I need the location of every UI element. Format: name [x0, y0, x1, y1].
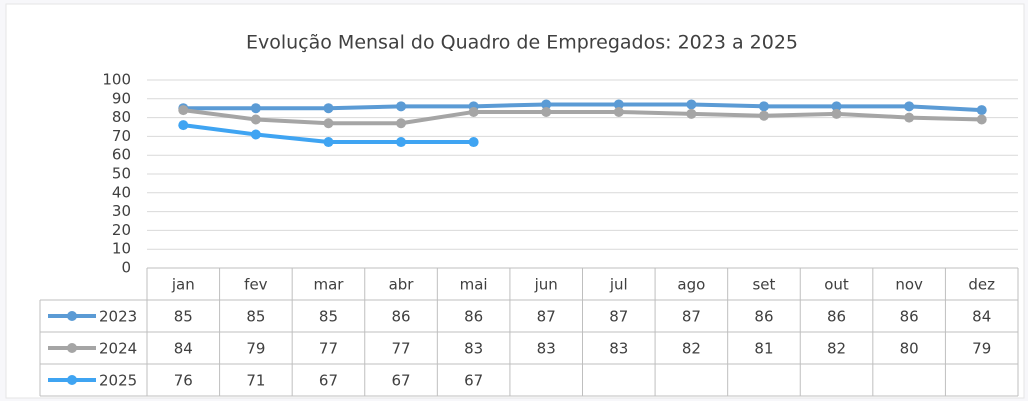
- x-tick-label: jun: [534, 276, 558, 294]
- table-value: 82: [682, 340, 701, 358]
- x-tick-label: out: [824, 276, 849, 294]
- point-marker: [323, 137, 334, 148]
- y-tick-label: 80: [112, 108, 131, 126]
- x-tick-label: jan: [171, 276, 195, 294]
- point-marker: [250, 114, 261, 125]
- y-tick-label: 70: [112, 127, 131, 145]
- table-value: 86: [464, 308, 483, 326]
- point-marker: [613, 99, 624, 110]
- point-marker: [250, 129, 261, 140]
- table-value: 83: [609, 340, 628, 358]
- table-value: 67: [319, 372, 338, 390]
- point-marker: [686, 99, 697, 110]
- table-value: 87: [682, 308, 701, 326]
- table-value: 84: [174, 340, 193, 358]
- table-value: 85: [174, 308, 193, 326]
- legend-label: 2023: [99, 308, 137, 326]
- table-value: 86: [391, 308, 410, 326]
- point-marker: [541, 99, 552, 110]
- point-marker: [904, 112, 915, 123]
- legend-marker: [67, 343, 77, 353]
- point-marker: [396, 118, 407, 129]
- table-value: 71: [246, 372, 265, 390]
- point-marker: [541, 106, 552, 117]
- point-marker: [758, 101, 769, 112]
- y-tick-label: 0: [121, 259, 131, 277]
- point-marker: [396, 137, 407, 148]
- table-value: 81: [754, 340, 773, 358]
- chart-area: [5, 3, 1025, 399]
- y-tick-label: 100: [102, 71, 131, 89]
- point-marker: [613, 106, 624, 117]
- table-value: 80: [900, 340, 919, 358]
- point-marker: [831, 101, 842, 112]
- table-value: 76: [174, 372, 193, 390]
- point-marker: [831, 108, 842, 119]
- table-value: 85: [246, 308, 265, 326]
- y-tick-label: 30: [112, 202, 131, 220]
- table-value: 87: [609, 308, 628, 326]
- legend-label: 2025: [99, 372, 137, 390]
- table-value: 84: [972, 308, 991, 326]
- table-value: 67: [464, 372, 483, 390]
- x-tick-label: fev: [244, 276, 268, 294]
- x-tick-label: abr: [389, 276, 415, 294]
- point-marker: [976, 105, 987, 116]
- point-marker: [468, 106, 479, 117]
- point-marker: [178, 105, 189, 116]
- table-value: 83: [537, 340, 556, 358]
- x-tick-label: nov: [895, 276, 923, 294]
- x-tick-label: mar: [313, 276, 344, 294]
- point-marker: [686, 108, 697, 119]
- y-tick-label: 10: [112, 240, 131, 258]
- point-marker: [396, 101, 407, 112]
- table-value: 79: [246, 340, 265, 358]
- legend-label: 2024: [99, 340, 137, 358]
- table-value: 86: [827, 308, 846, 326]
- table-value: 77: [319, 340, 338, 358]
- table-value: 77: [391, 340, 410, 358]
- legend-marker: [67, 375, 77, 385]
- x-tick-label: ago: [677, 276, 705, 294]
- y-tick-label: 40: [112, 183, 131, 201]
- x-tick-label: jul: [609, 276, 628, 294]
- series-line: [183, 108, 982, 126]
- table-value: 82: [827, 340, 846, 358]
- y-tick-label: 90: [112, 89, 131, 107]
- table-value: 83: [464, 340, 483, 358]
- legend-marker: [67, 311, 77, 321]
- point-marker: [323, 118, 334, 129]
- point-marker: [468, 137, 479, 148]
- x-tick-label: mai: [460, 276, 488, 294]
- table-value: 86: [900, 308, 919, 326]
- point-marker: [250, 103, 261, 114]
- y-tick-label: 20: [112, 221, 131, 239]
- point-marker: [178, 120, 189, 131]
- table-value: 86: [754, 308, 773, 326]
- point-marker: [323, 103, 334, 114]
- point-marker: [904, 101, 915, 112]
- x-tick-label: set: [752, 276, 775, 294]
- table-value: 85: [319, 308, 338, 326]
- point-marker: [758, 110, 769, 121]
- table-value: 67: [391, 372, 410, 390]
- table-value: 79: [972, 340, 991, 358]
- x-tick-label: dez: [968, 276, 995, 294]
- table-value: 87: [537, 308, 556, 326]
- point-marker: [976, 114, 987, 125]
- chart-title: Evolução Mensal do Quadro de Empregados:…: [246, 32, 798, 54]
- series-line: [183, 102, 982, 113]
- y-tick-label: 60: [112, 146, 131, 164]
- y-tick-label: 50: [112, 165, 131, 183]
